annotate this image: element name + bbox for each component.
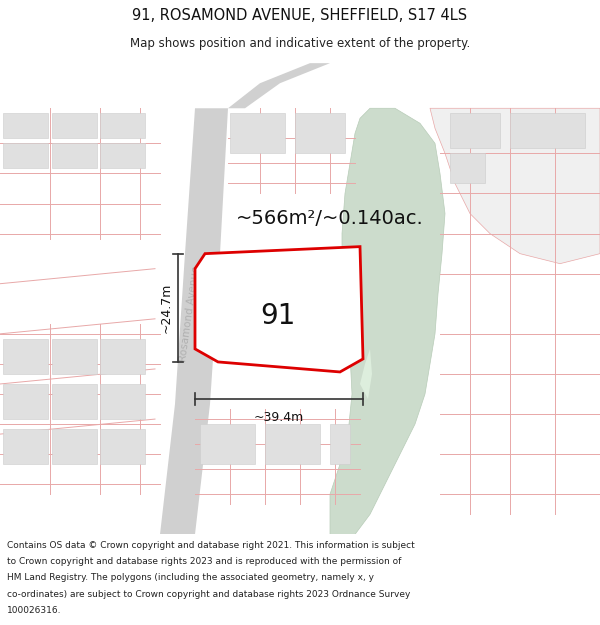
Bar xyxy=(265,424,320,464)
Polygon shape xyxy=(430,108,600,264)
Bar xyxy=(3,339,48,374)
Text: ~39.4m: ~39.4m xyxy=(254,411,304,424)
Bar xyxy=(100,113,145,138)
Bar xyxy=(52,143,97,168)
Text: HM Land Registry. The polygons (including the associated geometry, namely x, y: HM Land Registry. The polygons (includin… xyxy=(7,573,374,582)
Bar xyxy=(450,153,485,184)
Polygon shape xyxy=(360,349,372,399)
Polygon shape xyxy=(160,108,228,534)
Bar xyxy=(3,113,48,138)
Bar xyxy=(510,113,585,148)
Text: ~566m²/~0.140ac.: ~566m²/~0.140ac. xyxy=(236,209,424,228)
Bar xyxy=(450,113,500,148)
Bar xyxy=(100,143,145,168)
Text: 100026316.: 100026316. xyxy=(7,606,62,615)
Bar xyxy=(52,384,97,419)
Bar xyxy=(100,339,145,374)
Bar xyxy=(230,113,285,153)
Text: Contains OS data © Crown copyright and database right 2021. This information is : Contains OS data © Crown copyright and d… xyxy=(7,541,415,550)
Text: to Crown copyright and database rights 2023 and is reproduced with the permissio: to Crown copyright and database rights 2… xyxy=(7,557,401,566)
Bar xyxy=(330,424,350,464)
Text: ~24.7m: ~24.7m xyxy=(160,282,173,333)
Bar xyxy=(295,113,345,153)
Bar xyxy=(100,384,145,419)
Bar xyxy=(3,384,48,419)
Bar xyxy=(52,339,97,374)
Text: co-ordinates) are subject to Crown copyright and database rights 2023 Ordnance S: co-ordinates) are subject to Crown copyr… xyxy=(7,589,410,599)
Bar xyxy=(52,113,97,138)
Text: Rosamond Avenue: Rosamond Avenue xyxy=(178,266,202,362)
Text: 91, ROSAMOND AVENUE, SHEFFIELD, S17 4LS: 91, ROSAMOND AVENUE, SHEFFIELD, S17 4LS xyxy=(133,8,467,23)
Bar xyxy=(100,429,145,464)
Polygon shape xyxy=(228,63,330,108)
Bar xyxy=(52,429,97,464)
Polygon shape xyxy=(195,247,363,372)
Text: 91: 91 xyxy=(260,302,296,330)
Bar xyxy=(3,143,48,168)
Text: Map shows position and indicative extent of the property.: Map shows position and indicative extent… xyxy=(130,37,470,50)
Bar xyxy=(200,424,255,464)
Bar xyxy=(3,429,48,464)
Polygon shape xyxy=(330,108,445,534)
